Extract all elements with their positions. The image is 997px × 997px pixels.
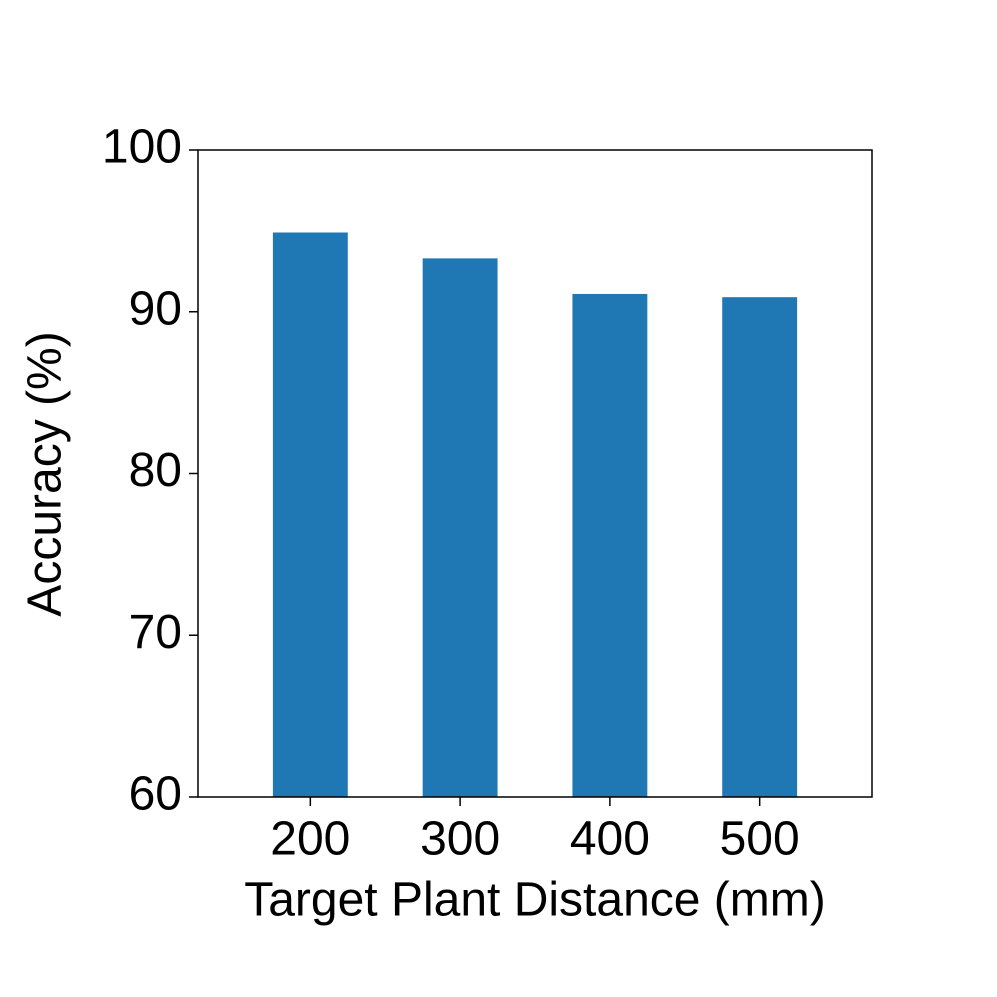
x-tick-label: 500 bbox=[720, 813, 800, 866]
x-tick-label: 200 bbox=[270, 813, 350, 866]
y-tick-label: 80 bbox=[129, 444, 182, 497]
x-axis-label: Target Plant Distance (mm) bbox=[244, 874, 826, 927]
y-tick-label: 60 bbox=[129, 768, 182, 821]
y-axis-label: Accuracy (%) bbox=[19, 331, 72, 616]
y-tick-label: 90 bbox=[129, 282, 182, 335]
bar bbox=[272, 232, 348, 797]
x-tick-label: 400 bbox=[570, 813, 650, 866]
bar bbox=[722, 297, 798, 797]
x-tick-label: 300 bbox=[420, 813, 500, 866]
y-tick-label: 100 bbox=[102, 121, 182, 174]
plot-frame bbox=[197, 149, 873, 798]
bar bbox=[572, 293, 648, 797]
y-tick-label: 70 bbox=[129, 606, 182, 659]
bar bbox=[422, 258, 498, 797]
